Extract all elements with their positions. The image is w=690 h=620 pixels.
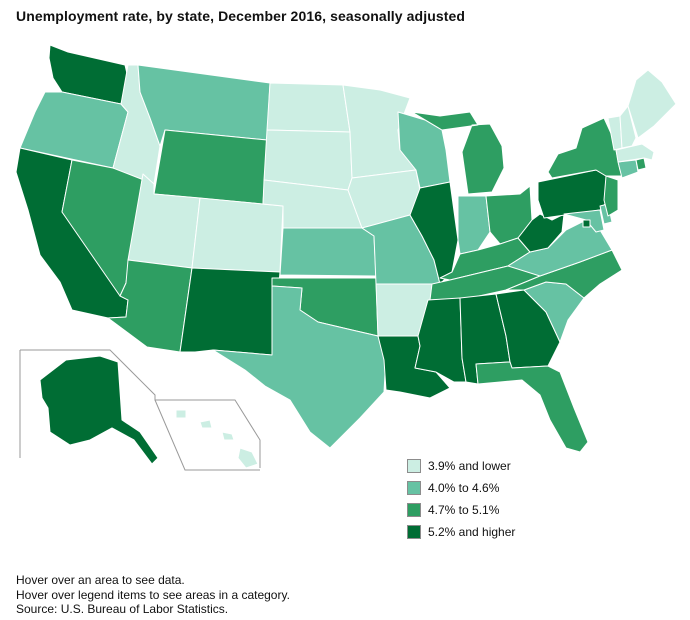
hover-area-note: Hover over an area to see data. xyxy=(16,573,185,587)
state-maine[interactable] xyxy=(627,69,677,139)
inset-divider xyxy=(19,349,261,471)
source-note: Source: U.S. Bureau of Labor Statistics. xyxy=(16,602,229,616)
legend-swatch xyxy=(407,525,421,539)
state-wyoming[interactable] xyxy=(153,129,268,205)
legend-swatch xyxy=(407,459,421,473)
state-massachusetts[interactable] xyxy=(615,143,655,163)
legend-swatch xyxy=(407,503,421,517)
map-legend: 3.9% and lower 4.0% to 4.6% 4.7% to 5.1%… xyxy=(407,455,515,543)
state-new-jersey[interactable] xyxy=(603,175,619,217)
state-hawaii-big-island[interactable] xyxy=(237,447,259,469)
state-alaska[interactable] xyxy=(39,355,159,465)
legend-item-3-9-and-lower[interactable]: 3.9% and lower xyxy=(407,455,515,477)
state-hawaii-maui[interactable] xyxy=(221,431,235,441)
legend-label: 4.7% to 5.1% xyxy=(428,503,500,517)
legend-item-4-0-to-4-6[interactable]: 4.0% to 4.6% xyxy=(407,477,515,499)
state-hawaii-oahu[interactable] xyxy=(199,419,213,429)
hover-legend-note: Hover over legend items to see areas in … xyxy=(16,587,290,602)
state-connecticut[interactable] xyxy=(617,159,639,179)
state-texas[interactable] xyxy=(212,285,387,449)
state-indiana[interactable] xyxy=(457,195,491,255)
state-rhode-island[interactable] xyxy=(635,157,647,171)
legend-swatch xyxy=(407,481,421,495)
state-colorado[interactable] xyxy=(191,197,284,273)
footnotes: Hover over an area to see data. Hover ov… xyxy=(16,573,290,617)
state-kansas[interactable] xyxy=(279,227,377,277)
state-maryland[interactable] xyxy=(563,209,605,233)
state-dc[interactable] xyxy=(582,219,591,228)
map-title: Unemployment rate, by state, December 20… xyxy=(16,8,466,24)
legend-label: 3.9% and lower xyxy=(428,459,511,473)
state-florida[interactable] xyxy=(475,361,589,453)
legend-item-5-2-and-higher[interactable]: 5.2% and higher xyxy=(407,521,515,543)
state-new-mexico[interactable] xyxy=(179,267,281,356)
legend-label: 4.0% to 4.6% xyxy=(428,481,500,495)
legend-item-4-7-to-5-1[interactable]: 4.7% to 5.1% xyxy=(407,499,515,521)
state-north-dakota[interactable] xyxy=(266,82,351,133)
state-south-dakota[interactable] xyxy=(263,129,353,191)
state-hawaii-kauai[interactable] xyxy=(175,409,187,419)
legend-label: 5.2% and higher xyxy=(428,525,516,539)
state-michigan[interactable] xyxy=(411,111,505,195)
state-new-hampshire[interactable] xyxy=(619,105,637,149)
